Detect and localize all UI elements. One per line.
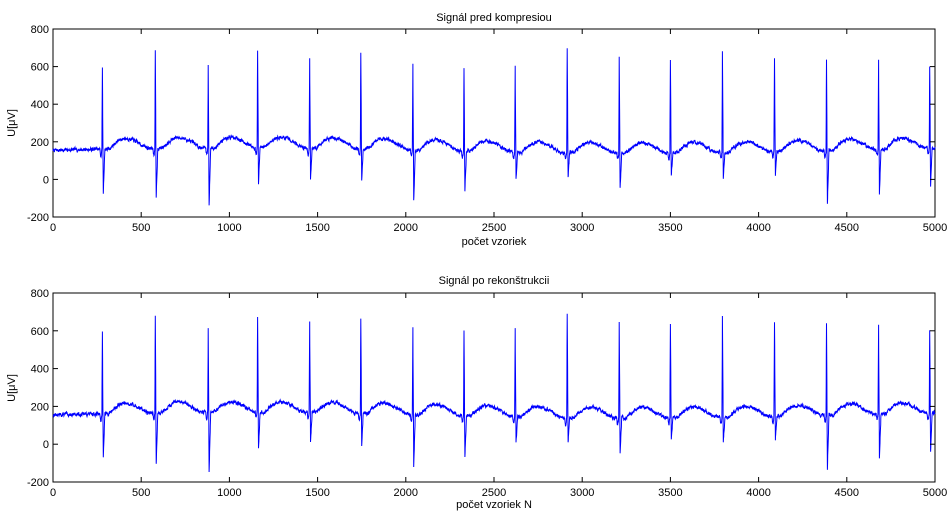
y-tick-label: 200 [31,137,49,149]
y-tick-label: 0 [43,439,49,451]
plot-area [52,28,936,218]
x-tick-label: 1000 [217,487,241,499]
chart-title: Signál pred kompresiou [436,12,552,24]
signal-line [52,48,936,206]
x-tick-label: 2500 [482,487,506,499]
x-tick-label: 5000 [923,222,947,234]
x-tick-label: 2000 [394,487,418,499]
x-tick-label: 500 [132,222,150,234]
y-tick-label: 400 [31,99,49,111]
y-tick-label: -200 [27,477,49,489]
x-axis-label: počet vzoriek [462,236,527,248]
x-tick-label: 500 [132,487,150,499]
x-tick-label: 3500 [658,487,682,499]
chart-title: Signál po rekonštrukcii [439,275,550,287]
x-tick-label: 1000 [217,222,241,234]
y-tick-label: 800 [31,24,49,36]
y-tick-label: 800 [31,288,49,300]
x-tick-label: 2000 [394,222,418,234]
x-tick-label: 3000 [570,487,594,499]
y-axis-label: U[μV] [6,109,18,137]
chart-bottom: Signál po rekonštrukcii 0 500 1000 1500 2000… [6,275,947,511]
x-tick-label: 5000 [923,487,947,499]
x-tick-label: 1500 [305,487,329,499]
x-tick-label: 2500 [482,222,506,234]
signal-line [52,313,936,473]
x-tick-label: 1500 [305,222,329,234]
y-tick-label: 200 [31,401,49,413]
chart-top: Signál pred kompresiou 0 500 1000 1500 2000 2… [6,12,947,248]
y-tick-label: 0 [43,174,49,186]
x-tick-label: 3500 [658,222,682,234]
y-ticks: -200 0 200 400 600 800 [27,24,935,224]
y-ticks: -200 0 200 400 600 800 [27,288,935,489]
x-tick-label: 3000 [570,222,594,234]
x-ticks: 0 500 1000 1500 2000 2500 3000 3500 4000 4500 5000 [50,29,947,234]
x-tick-label: 0 [50,487,56,499]
x-tick-label: 4000 [746,487,770,499]
x-axis-label: počet vzoriek N [456,499,532,511]
y-axis-label: U[μV] [6,374,18,402]
x-tick-label: 4500 [835,222,859,234]
y-tick-label: 600 [31,62,49,74]
x-tick-label: 4500 [835,487,859,499]
x-tick-label: 0 [50,222,56,234]
x-ticks: 0 500 1000 1500 2000 2500 3000 3500 4000 4500 5000 [50,293,947,499]
plot-area [52,292,936,483]
y-tick-label: 600 [31,326,49,338]
x-tick-label: 4000 [746,222,770,234]
y-tick-label: -200 [27,212,49,224]
y-tick-label: 400 [31,364,49,376]
